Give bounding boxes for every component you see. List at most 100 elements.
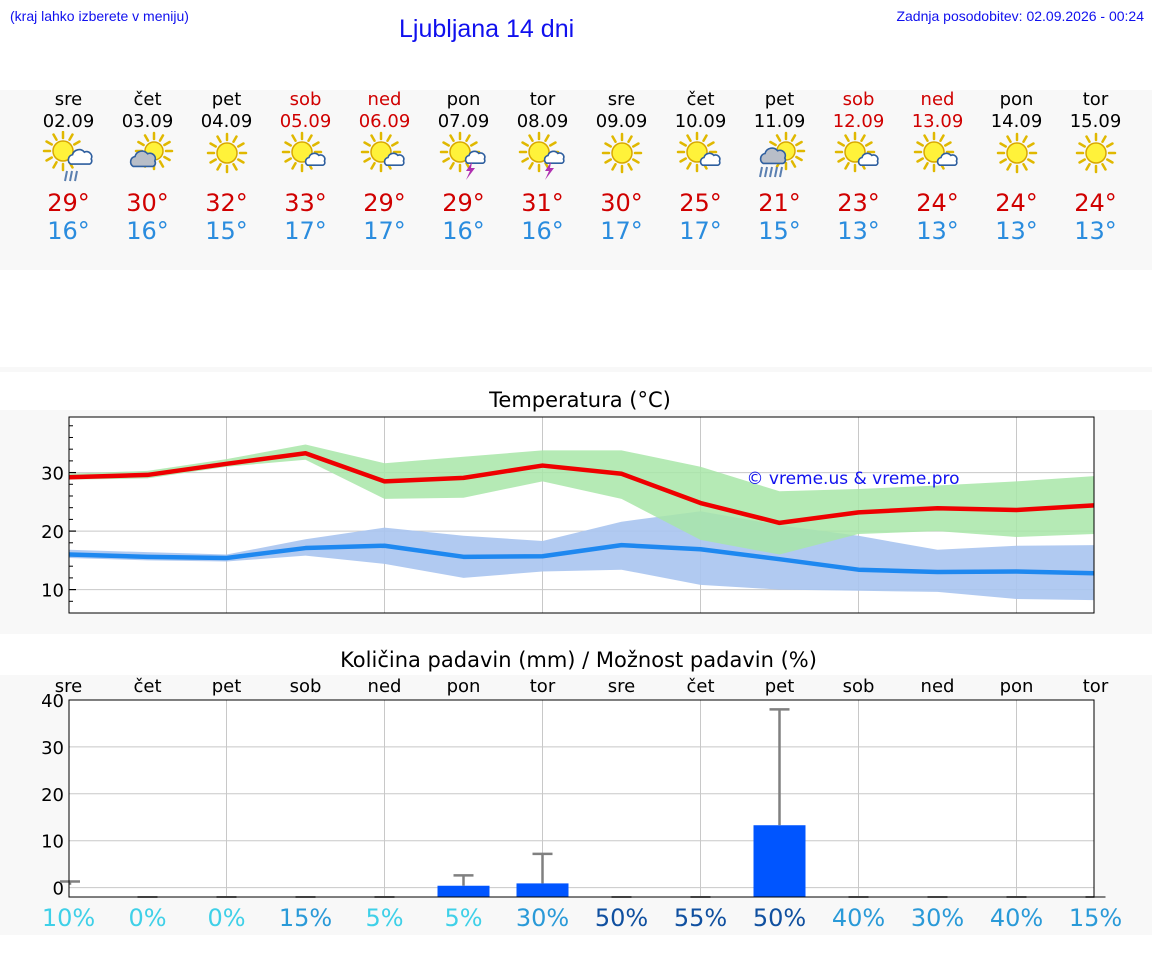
- sun-small-cloud-icon: [913, 131, 958, 173]
- sun-ray: [998, 142, 1007, 148]
- sun-small-cloud-icon: [281, 131, 326, 173]
- sun-ray: [610, 163, 617, 171]
- last-update-timestamp: Zadnja posodobitev: 02.09.2026 - 00:24: [896, 8, 1144, 24]
- temp-max: 30°: [600, 189, 643, 217]
- sun-ray: [998, 158, 1007, 164]
- precip-probability: 5%: [365, 904, 403, 932]
- sun-ray: [685, 162, 692, 170]
- precip-probability: 50%: [595, 904, 648, 932]
- x-day-label: sre: [55, 676, 82, 697]
- sun-ray: [390, 141, 399, 147]
- precip-probability: 0%: [207, 904, 245, 932]
- temp-min: 17°: [284, 217, 327, 245]
- sun-ray: [231, 163, 238, 171]
- sun-ray: [685, 134, 692, 142]
- precip-bar: [437, 885, 490, 897]
- sun-ray: [208, 158, 217, 164]
- sun-ray: [158, 160, 164, 168]
- sun-ray: [626, 163, 633, 171]
- day-name: pet: [764, 89, 795, 110]
- sun-disc: [369, 141, 392, 163]
- temp-max: 29°: [363, 189, 406, 217]
- sun-ray: [385, 134, 392, 142]
- sun-icon: [996, 132, 1037, 174]
- temp-min: 15°: [205, 217, 248, 245]
- location-menu-hint: (kraj lahko izberete v meniju): [10, 8, 189, 24]
- precip-probability: 5%: [444, 904, 482, 932]
- x-day-label: čet: [133, 676, 161, 697]
- sun-icon: [601, 132, 642, 174]
- sun-ray: [943, 141, 952, 147]
- sun-ray: [1100, 163, 1107, 171]
- day-date: 09.09: [595, 111, 648, 132]
- day-date: 11.09: [753, 111, 806, 132]
- sun-disc: [843, 141, 866, 163]
- sun-ray: [527, 162, 534, 170]
- page-title: Ljubljana 14 dni: [399, 15, 575, 43]
- sun-ray: [520, 157, 529, 163]
- sun-ray: [136, 140, 145, 147]
- cloud-outline: [759, 147, 786, 165]
- sun-ray: [626, 135, 633, 143]
- cloud-shape: [936, 152, 958, 166]
- sun-shape: [601, 132, 642, 174]
- sun-ray: [859, 134, 866, 142]
- sun-cloud-heavy-rain-icon: [758, 131, 805, 178]
- sun-disc: [1005, 142, 1028, 164]
- cloud-outline: [67, 148, 93, 165]
- sun-ray: [843, 162, 850, 170]
- temp-max: 24°: [995, 189, 1038, 217]
- temp-min: 15°: [758, 217, 801, 245]
- precip-probability: 10%: [42, 904, 95, 932]
- sun-ray: [448, 162, 455, 170]
- sun-ray: [208, 142, 217, 148]
- lightning-bolt: [465, 162, 475, 180]
- sun-ray: [610, 135, 617, 143]
- sun-ray: [794, 155, 803, 162]
- day-date: 10.09: [674, 111, 727, 132]
- day-date: 06.09: [358, 111, 411, 132]
- precip-probability: 40%: [990, 904, 1043, 932]
- precip-probability: 0%: [128, 904, 166, 932]
- day-date: 02.09: [42, 111, 95, 132]
- x-day-label: sre: [608, 676, 635, 697]
- rain-drop: [778, 166, 783, 178]
- sun-ray: [464, 134, 471, 142]
- sun-ray: [1084, 163, 1091, 171]
- sun-ray: [283, 141, 292, 147]
- sun-ray: [236, 158, 245, 164]
- temp-max: 29°: [47, 189, 90, 217]
- sun-ray: [143, 134, 149, 142]
- sun-ray: [1105, 142, 1114, 148]
- sun-ray: [215, 163, 222, 171]
- sun-shape: [834, 131, 875, 173]
- cloud-outline: [936, 152, 958, 166]
- x-day-label: čet: [686, 676, 714, 697]
- temp-max: 32°: [205, 189, 248, 217]
- sun-ray: [283, 157, 292, 163]
- rain-drop: [763, 166, 768, 178]
- sun-ray: [1005, 163, 1012, 171]
- day-name: pet: [211, 89, 242, 110]
- sun-icon: [206, 132, 247, 174]
- day-date: 05.09: [279, 111, 332, 132]
- day-name: tor: [529, 89, 556, 110]
- temp-max: 23°: [837, 189, 880, 217]
- x-day-label: pet: [212, 676, 242, 697]
- precip-probability: 40%: [832, 904, 885, 932]
- day-date: 12.09: [832, 111, 885, 132]
- x-day-label: tor: [530, 676, 556, 697]
- sun-ray: [768, 140, 777, 147]
- temp-max: 29°: [442, 189, 485, 217]
- y-tick-label: 30: [41, 464, 64, 485]
- sun-ray: [915, 157, 924, 163]
- day-name: ned: [367, 89, 402, 110]
- y-tick-label: 10: [41, 832, 64, 853]
- sun-ray: [543, 134, 550, 142]
- sun-ray: [1026, 158, 1035, 164]
- day-date: 13.09: [911, 111, 964, 132]
- x-day-label: ned: [921, 676, 955, 697]
- lightning-bolt: [544, 162, 554, 180]
- sun-ray: [290, 162, 297, 170]
